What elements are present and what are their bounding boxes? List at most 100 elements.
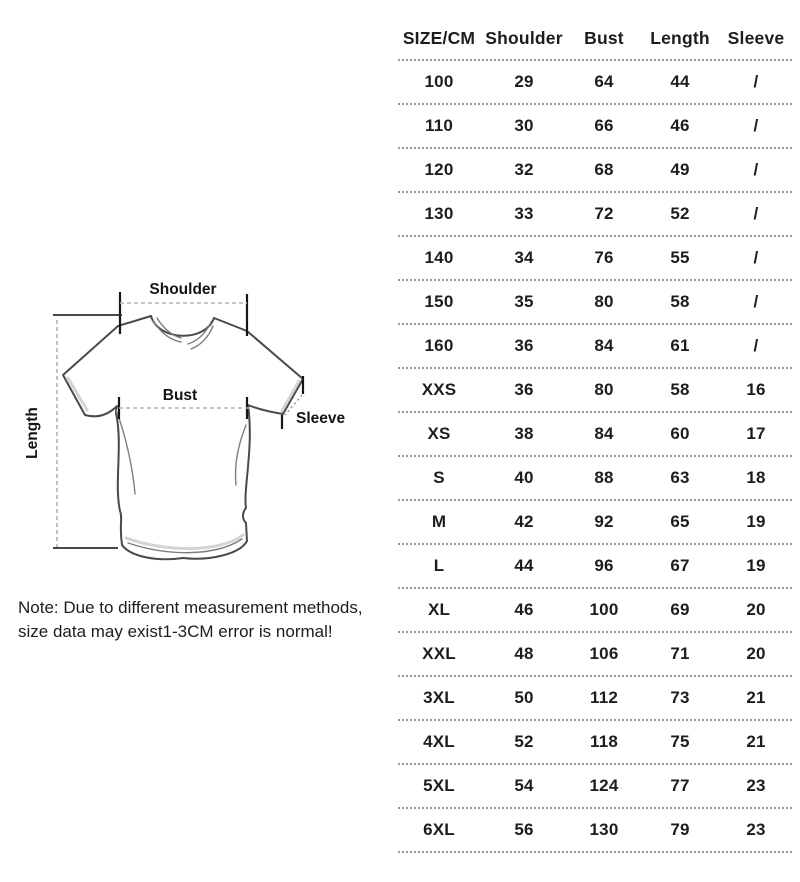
cell-sleeve: 21 <box>746 688 766 707</box>
cell-size: 6XL <box>423 820 455 839</box>
cell-length: 79 <box>670 820 690 839</box>
cell-shoulder: 30 <box>514 116 534 135</box>
cell-bust: 88 <box>594 468 614 487</box>
cell-length: 73 <box>670 688 690 707</box>
cell-size: 5XL <box>423 776 455 795</box>
table-row: 140 34 76 55 / <box>398 237 792 281</box>
cell-bust: 68 <box>594 160 614 179</box>
cell-size: S <box>433 468 445 487</box>
cell-sleeve: 19 <box>746 512 766 531</box>
cell-size: XS <box>427 424 451 443</box>
cell-bust: 76 <box>594 248 614 267</box>
cell-bust: 100 <box>589 600 619 619</box>
cell-size: 110 <box>424 116 454 135</box>
size-table-body: 100 29 64 44 / 110 30 66 46 / 120 32 <box>398 61 792 853</box>
sleeve-label: Sleeve <box>296 410 346 427</box>
cell-bust: 66 <box>594 116 614 135</box>
cell-bust: 130 <box>589 820 619 839</box>
cell-length: 67 <box>670 556 690 575</box>
cell-sleeve: 18 <box>746 468 766 487</box>
column-header: Sleeve <box>727 27 785 48</box>
cell-sleeve: / <box>753 248 759 267</box>
cell-length: 77 <box>670 776 690 795</box>
cell-bust: 106 <box>589 644 619 663</box>
cell-length: 44 <box>670 72 690 91</box>
sleeve-dotted-line <box>284 394 303 416</box>
cell-shoulder: 54 <box>514 776 534 795</box>
cell-shoulder: 44 <box>514 556 534 575</box>
cell-bust: 84 <box>594 336 614 355</box>
table-row: 5XL 54 124 77 23 <box>398 765 792 809</box>
cell-size: 3XL <box>423 688 455 707</box>
table-row: L 44 96 67 19 <box>398 545 792 589</box>
cell-length: 60 <box>670 424 690 443</box>
cell-shoulder: 52 <box>514 732 534 751</box>
column-header: Bust <box>584 27 624 48</box>
table-row: 150 35 80 58 / <box>398 281 792 325</box>
hem-line <box>127 538 243 554</box>
collar-detail-left <box>152 317 182 343</box>
cell-size: 160 <box>424 336 454 355</box>
collar-detail-right <box>187 321 214 350</box>
cell-length: 75 <box>670 732 690 751</box>
measurement-note: Note: Due to different measurement metho… <box>18 596 388 644</box>
bust-label: Bust <box>163 387 197 404</box>
table-row: 130 33 72 52 / <box>398 193 792 237</box>
tshirt-measurement-diagram: Shoulder Length Bust Sleeve <box>15 273 385 578</box>
table-row: XS 38 84 60 17 <box>398 413 792 457</box>
table-row: XXS 36 80 58 16 <box>398 369 792 413</box>
fold-right <box>234 424 247 486</box>
cell-length: 63 <box>670 468 690 487</box>
cell-length: 55 <box>670 248 690 267</box>
cell-length: 52 <box>670 204 690 223</box>
cell-sleeve: 20 <box>746 644 766 663</box>
cell-shoulder: 38 <box>514 424 534 443</box>
cell-sleeve: 23 <box>746 776 766 795</box>
column-header: Length <box>650 27 710 48</box>
cell-shoulder: 50 <box>514 688 534 707</box>
table-row: 160 36 84 61 / <box>398 325 792 369</box>
cell-sleeve: 16 <box>746 380 766 399</box>
length-label: Length <box>24 407 41 459</box>
cell-length: 49 <box>670 160 690 179</box>
cell-length: 65 <box>670 512 690 531</box>
cell-size: L <box>433 556 445 575</box>
cell-shoulder: 34 <box>514 248 534 267</box>
cell-shoulder: 46 <box>514 600 534 619</box>
cell-shoulder: 42 <box>514 512 534 531</box>
table-row: 100 29 64 44 / <box>398 61 792 105</box>
cell-bust: 112 <box>589 688 619 707</box>
cell-shoulder: 35 <box>514 292 534 311</box>
left-cuff-shade <box>66 376 89 412</box>
cell-size: 4XL <box>423 732 455 751</box>
cell-size: M <box>431 512 447 531</box>
cell-bust: 96 <box>594 556 614 575</box>
cell-sleeve: 21 <box>746 732 766 751</box>
hem-shade <box>124 533 245 550</box>
cell-bust: 92 <box>594 512 614 531</box>
cell-length: 61 <box>670 336 690 355</box>
cell-bust: 80 <box>594 380 614 399</box>
cell-size: 150 <box>424 292 454 311</box>
right-cuff-shade <box>280 379 301 413</box>
size-table-header-row: SIZE/CM Shoulder Bust Length Sleeve <box>398 17 792 61</box>
cell-size: 100 <box>424 72 454 91</box>
cell-shoulder: 40 <box>514 468 534 487</box>
cell-sleeve: / <box>753 204 759 223</box>
cell-size: 120 <box>424 160 454 179</box>
size-table: SIZE/CM Shoulder Bust Length Sleeve 100 … <box>398 17 792 853</box>
shoulder-label: Shoulder <box>149 281 216 298</box>
cell-size: XXL <box>422 644 456 663</box>
cell-sleeve: / <box>753 160 759 179</box>
cell-sleeve: / <box>753 336 759 355</box>
cell-sleeve: / <box>753 72 759 91</box>
cell-shoulder: 33 <box>514 204 534 223</box>
cell-shoulder: 29 <box>514 72 534 91</box>
note-line-2: size data may exist1-3CM error is normal… <box>18 622 333 641</box>
table-row: M 42 92 65 19 <box>398 501 792 545</box>
cell-size: XL <box>427 600 451 619</box>
cell-shoulder: 36 <box>514 336 534 355</box>
cell-sleeve: 17 <box>746 424 766 443</box>
column-header: SIZE/CM <box>402 27 476 48</box>
